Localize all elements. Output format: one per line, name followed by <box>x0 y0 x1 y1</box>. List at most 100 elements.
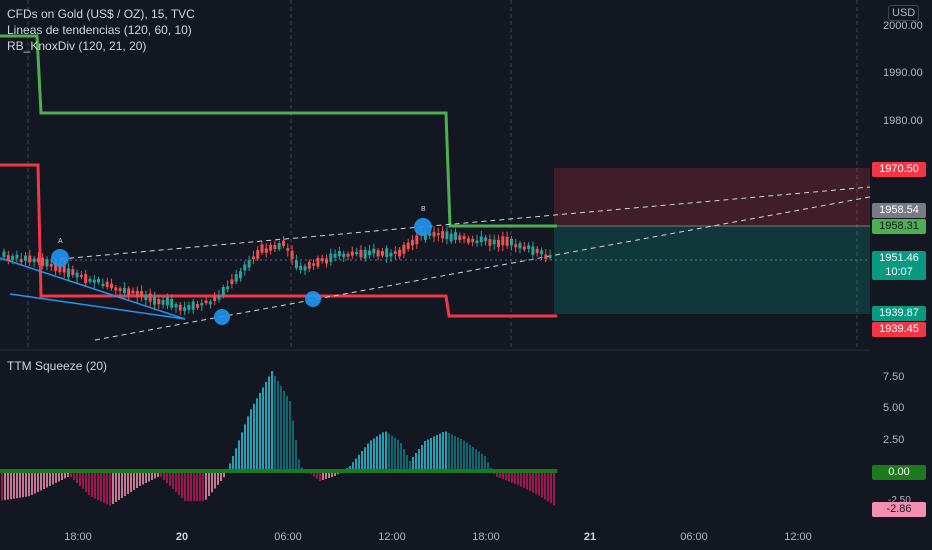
candle-body <box>290 250 294 259</box>
candle-body <box>6 255 10 261</box>
candle-body <box>492 239 496 245</box>
stop-loss-zone[interactable] <box>554 168 870 226</box>
candle-body <box>380 250 384 256</box>
candle-body <box>303 266 307 271</box>
candle-body <box>221 287 225 296</box>
candle-body <box>269 244 273 251</box>
candle-body <box>144 294 148 300</box>
candle-body <box>161 299 165 305</box>
candle-body <box>363 249 367 259</box>
candle-body <box>208 301 212 305</box>
candle-body <box>92 279 96 283</box>
candle-body <box>436 233 440 236</box>
currency-label[interactable]: USD <box>888 5 920 21</box>
candle-body <box>273 245 277 250</box>
blue-trendline <box>9 293 186 320</box>
candle-body <box>488 239 492 246</box>
pivot-marker[interactable] <box>305 291 321 307</box>
candle-body <box>114 287 118 291</box>
candle-body <box>131 290 135 294</box>
osc-clipped-tick: -2.50 <box>888 496 911 503</box>
candle-body <box>484 237 488 242</box>
candle-body <box>101 283 105 286</box>
candle-body <box>466 238 470 243</box>
candle-body <box>178 304 182 311</box>
candle-body <box>514 244 518 248</box>
candle-body <box>256 250 260 259</box>
candle-body <box>24 255 27 261</box>
candle-body <box>406 242 410 249</box>
osc-tick: 7.50 <box>883 371 905 383</box>
candle-body <box>58 264 62 273</box>
point-label-a: A <box>58 238 63 245</box>
candle-body <box>135 290 139 297</box>
candle-body <box>148 293 152 302</box>
candle-body <box>359 249 363 258</box>
candle-body <box>32 258 36 263</box>
green-step-line <box>0 34 557 228</box>
candle-body <box>376 250 380 257</box>
time-label: 18:00 <box>472 531 500 543</box>
squeeze-title[interactable]: TTM Squeeze (20) <box>7 359 108 373</box>
candle-body <box>286 248 290 251</box>
candle-body <box>320 258 324 262</box>
point-label-b: B <box>421 206 426 213</box>
candle-body <box>337 251 341 257</box>
candle-body <box>213 297 217 302</box>
candle-body <box>329 253 333 262</box>
candle-body <box>118 288 122 292</box>
time-label: 06:00 <box>274 531 302 543</box>
pivot-marker[interactable] <box>214 309 230 325</box>
candle-body <box>62 265 66 273</box>
indicator-trendlines[interactable]: Lineas de tendencias (120, 60, 10) <box>7 23 192 37</box>
candle-body <box>260 244 264 253</box>
candle-body <box>423 233 427 240</box>
indicator-knoxdiv[interactable]: RB_KnoxDiv (120, 21, 20) <box>7 39 147 53</box>
candle-body <box>67 268 70 278</box>
candle-body <box>479 236 483 243</box>
candle-body <box>522 246 526 250</box>
candle-body <box>299 265 303 271</box>
time-label: 06:00 <box>680 531 708 543</box>
pivot-marker-a[interactable] <box>51 249 69 267</box>
candle-body <box>282 240 285 247</box>
candle-body <box>458 235 462 241</box>
date-label: 21 <box>583 531 597 543</box>
candle-body <box>11 255 15 260</box>
candle-body <box>445 231 449 240</box>
candle-body <box>2 251 6 257</box>
candle-body <box>200 303 204 306</box>
candle-body <box>97 278 101 283</box>
candle-body <box>204 300 208 304</box>
candle-body <box>454 232 457 240</box>
candle-body <box>294 260 298 269</box>
candle-body <box>505 236 509 246</box>
candle-body <box>41 257 45 266</box>
time-label: 12:00 <box>784 531 812 543</box>
candle-body <box>230 279 234 284</box>
candle-body <box>174 303 178 308</box>
candle-body <box>36 257 40 263</box>
candle-body <box>372 248 376 254</box>
pivot-marker-b[interactable] <box>414 218 432 236</box>
red-level-tag: 1939.45 <box>872 322 926 337</box>
candle-body <box>79 274 83 277</box>
candle-body <box>475 240 479 244</box>
candle-body <box>449 233 453 242</box>
candle-body <box>540 250 543 255</box>
candle-body <box>264 248 268 253</box>
candle-body <box>45 259 49 267</box>
candle-body <box>535 248 539 253</box>
green-level-tag: 1958.31 <box>872 219 926 234</box>
take-profit-zone[interactable] <box>554 226 870 314</box>
red-step-line <box>0 163 557 318</box>
candle-body <box>350 251 354 256</box>
candle-body <box>105 281 109 288</box>
candle-body <box>153 296 156 305</box>
candle-body <box>312 263 316 266</box>
candle-body <box>243 264 247 271</box>
lower-zone-tag: 1939.87 <box>872 306 926 321</box>
candle-body <box>462 236 466 240</box>
symbol-title[interactable]: CFDs on Gold (US$ / OZ), 15, TVC <box>7 7 195 21</box>
